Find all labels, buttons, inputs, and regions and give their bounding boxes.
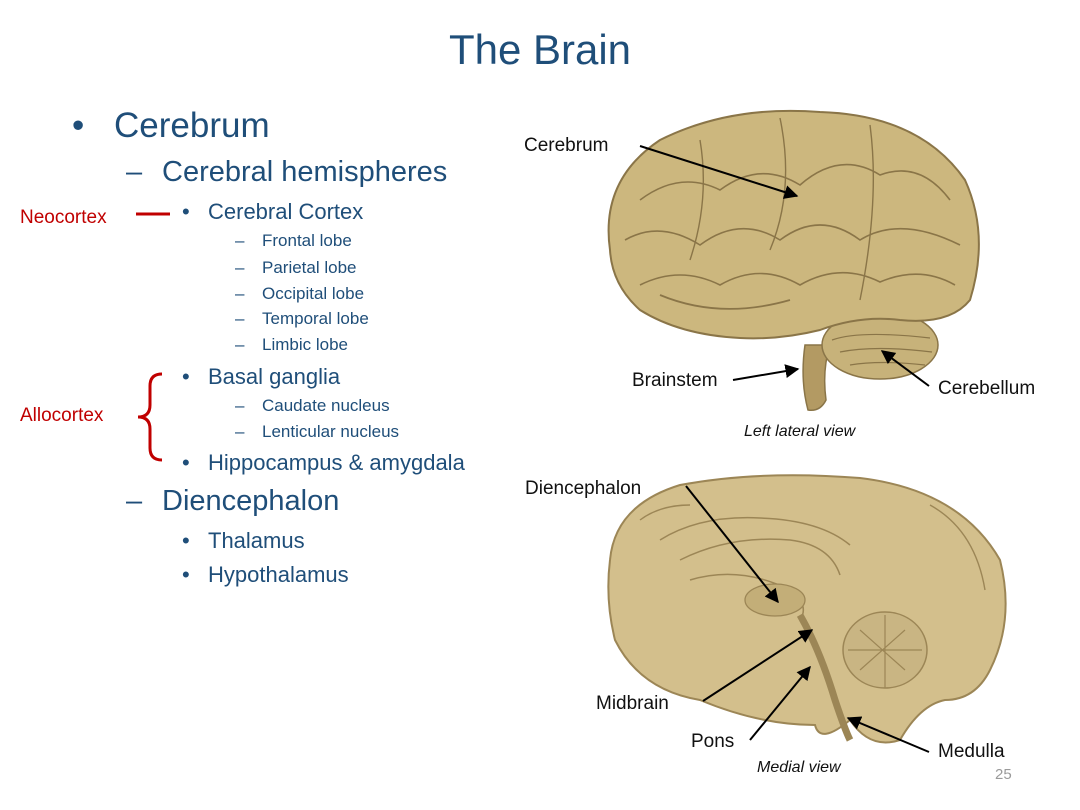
allocortex-label: Allocortex <box>20 405 104 426</box>
bullet-marker: • <box>182 364 190 389</box>
outline-cerebrum: Cerebrum <box>114 106 270 145</box>
outline-lobe: Temporal lobe <box>262 309 369 328</box>
label-diencephalon: Diencephalon <box>525 478 642 499</box>
outline-nucleus: Lenticular nucleus <box>262 422 400 441</box>
bullet-marker: • <box>182 528 190 553</box>
label-cerebrum: Cerebrum <box>524 135 609 156</box>
dash-marker: – <box>235 258 245 277</box>
arrow-cerebellum <box>880 350 930 387</box>
outline-diencephalon: Diencephalon <box>162 485 340 517</box>
dash-marker: – <box>126 156 143 188</box>
outline-cerebral-hemispheres: Cerebral hemispheres <box>162 156 448 188</box>
medial-brain-illustration <box>607 474 1007 744</box>
outline-lobe: Limbic lobe <box>262 335 348 354</box>
outline-lobe: Occipital lobe <box>262 284 365 303</box>
dash-marker: – <box>235 396 245 415</box>
dash-marker: – <box>235 231 245 250</box>
bullet-marker: • <box>182 450 190 475</box>
outline-basal-ganglia: Basal ganglia <box>208 364 341 389</box>
outline-hippocampus: Hippocampus & amygdala <box>208 450 465 475</box>
dash-marker: – <box>235 335 245 354</box>
caption-medial-view: Medial view <box>757 759 841 776</box>
arrow-medulla <box>846 716 930 753</box>
outline-thalamus: Thalamus <box>208 528 305 553</box>
bullet-marker: • <box>72 106 85 145</box>
allocortex-bracket <box>137 372 163 462</box>
arrow-brainstem <box>732 364 800 381</box>
label-midbrain: Midbrain <box>596 693 669 714</box>
arrow-cerebrum <box>639 145 799 199</box>
dash-marker: – <box>126 485 143 517</box>
lateral-brain-illustration <box>607 109 980 412</box>
label-medulla: Medulla <box>938 741 1005 762</box>
outline-cerebral-cortex: Cerebral Cortex <box>208 199 364 224</box>
outline-hypothalamus: Hypothalamus <box>208 562 349 587</box>
neocortex-label: Neocortex <box>20 207 107 228</box>
label-brainstem: Brainstem <box>632 370 718 391</box>
outline-nucleus: Caudate nucleus <box>262 396 390 415</box>
outline-lobe: Parietal lobe <box>262 258 357 277</box>
dash-marker: – <box>235 309 245 328</box>
page-number: 25 <box>995 766 1012 783</box>
label-pons: Pons <box>691 731 735 752</box>
caption-lateral-view: Left lateral view <box>744 423 856 440</box>
arrow-diencephalon <box>685 485 779 604</box>
arrow-pons <box>749 665 811 741</box>
bullet-marker: • <box>182 562 190 587</box>
outline-lobe: Frontal lobe <box>262 231 352 250</box>
dash-marker: – <box>235 422 245 441</box>
bullet-marker: • <box>182 199 190 224</box>
arrow-midbrain <box>702 629 814 702</box>
slide-title: The Brain <box>448 26 632 73</box>
label-cerebellum: Cerebellum <box>938 378 1036 399</box>
dash-marker: – <box>235 284 245 303</box>
